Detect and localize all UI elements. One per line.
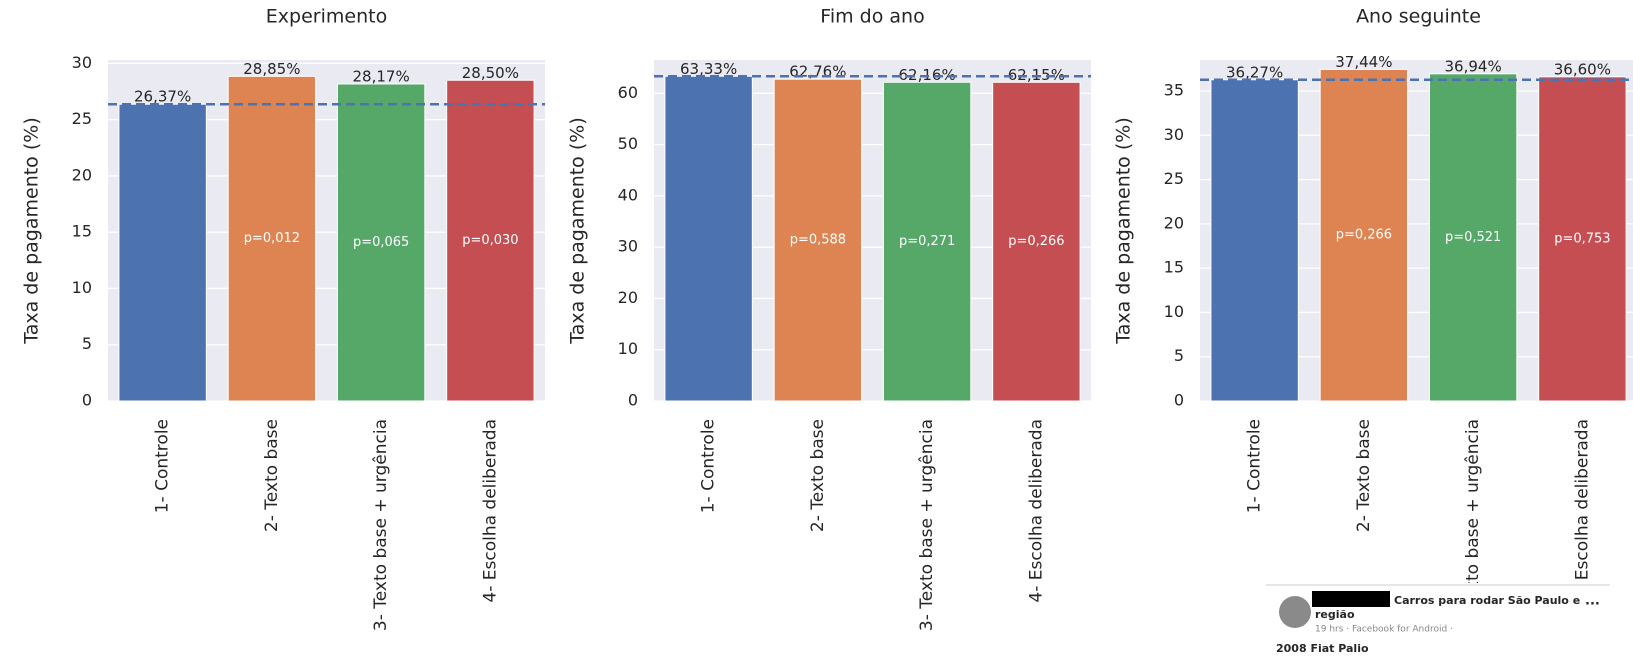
group-name-cont: região — [1315, 608, 1355, 621]
x-tick-label: 1- Controle — [1245, 419, 1265, 513]
x-tick-label: 2- Texto base — [1354, 419, 1374, 532]
value-label: 36,60% — [1554, 60, 1611, 78]
p-value-label: p=0,012 — [244, 231, 300, 246]
bar — [773, 78, 863, 402]
x-tick-label: 2- Texto base — [262, 419, 282, 532]
y-tick-label: 20 — [618, 288, 638, 307]
y-tick-label: 15 — [1164, 258, 1184, 277]
p-value-label: p=0,753 — [1554, 231, 1610, 246]
bar — [882, 81, 972, 402]
y-tick-label: 35 — [1164, 81, 1184, 100]
y-tick-label: 0 — [1174, 391, 1184, 410]
p-value-label: p=0,266 — [1336, 228, 1392, 243]
bar — [992, 81, 1081, 402]
value-label: 36,94% — [1445, 57, 1502, 75]
post-meta: 19 hrs · Facebook for Android · — [1315, 625, 1453, 635]
group-name: Carros para rodar São Paulo e — [1394, 594, 1580, 607]
x-tick-label: 3- Texto base + urgência — [371, 419, 391, 631]
avatar — [1279, 596, 1311, 628]
bar — [1538, 76, 1627, 402]
y-axis-label: Taxa de pagamento (%) — [1113, 117, 1135, 344]
x-tick-label: 4- Escolha deliberada — [1572, 419, 1592, 603]
value-label: 62,15% — [1008, 66, 1065, 84]
bar — [118, 103, 207, 402]
chart-title: Fim do ano — [820, 6, 924, 28]
bar — [1428, 73, 1518, 402]
y-tick-label: 60 — [618, 83, 638, 102]
redacted-name — [1312, 591, 1390, 607]
y-tick-label: 50 — [618, 134, 638, 153]
p-value-label: p=0,065 — [353, 235, 409, 250]
p-value-label: p=0,521 — [1445, 230, 1501, 245]
p-value-label: p=0,030 — [462, 233, 518, 248]
y-tick-label: 30 — [72, 53, 92, 72]
y-axis-label: Taxa de pagamento (%) — [21, 117, 43, 344]
x-tick-label: 4- Escolha deliberada — [1026, 419, 1046, 603]
x-tick-label: 3- Texto base + urgência — [1463, 419, 1483, 631]
y-tick-label: 30 — [1164, 125, 1184, 144]
value-label: 28,50% — [462, 64, 519, 82]
bar — [664, 75, 753, 402]
p-value-label: p=0,588 — [790, 233, 846, 248]
menu[interactable]: ... — [1585, 594, 1600, 609]
y-tick-label: 20 — [1164, 213, 1184, 232]
y-tick-label: 10 — [1164, 302, 1184, 321]
y-tick-label: 10 — [618, 339, 638, 358]
x-tick-label: 3- Texto base + urgência — [917, 419, 937, 631]
y-tick-label: 25 — [72, 109, 92, 128]
value-label: 62,16% — [899, 66, 956, 84]
post-title: 2008 Fiat Palio — [1276, 642, 1369, 655]
facebook-snippet: Carros para rodar São Paulo e região 19 … — [1266, 583, 1633, 656]
y-tick-label: 40 — [618, 185, 638, 204]
value-label: 28,17% — [353, 67, 410, 85]
y-tick-label: 0 — [628, 391, 638, 410]
value-label: 36,27% — [1226, 63, 1283, 81]
value-label: 28,85% — [243, 60, 300, 78]
bar — [446, 79, 535, 402]
y-tick-label: 15 — [72, 222, 92, 241]
chart-title: Experimento — [266, 6, 387, 28]
x-tick-label: 1- Controle — [153, 419, 173, 513]
x-tick-label: 4- Escolha deliberada — [480, 419, 500, 603]
y-tick-label: 20 — [72, 165, 92, 184]
p-value-label: p=0,271 — [899, 234, 955, 249]
y-tick-label: 10 — [72, 278, 92, 297]
value-label: 26,37% — [134, 88, 191, 106]
y-tick-label: 0 — [82, 391, 92, 410]
value-label: 37,44% — [1335, 53, 1392, 71]
y-axis-label: Taxa de pagamento (%) — [567, 117, 589, 344]
bar — [227, 75, 317, 402]
x-tick-label: 1- Controle — [699, 419, 719, 513]
y-tick-label: 30 — [618, 237, 638, 256]
y-tick-label: 5 — [1174, 346, 1184, 365]
value-label: 62,76% — [789, 63, 846, 81]
bar — [336, 83, 426, 402]
bar — [1319, 68, 1409, 402]
value-label: 63,33% — [680, 60, 737, 78]
x-tick-label: 2- Texto base — [808, 419, 828, 532]
y-tick-label: 25 — [1164, 169, 1184, 188]
p-value-label: p=0,266 — [1008, 234, 1064, 249]
y-tick-label: 5 — [82, 334, 92, 353]
bar — [1210, 79, 1299, 402]
chart-title: Ano seguinte — [1356, 6, 1481, 28]
